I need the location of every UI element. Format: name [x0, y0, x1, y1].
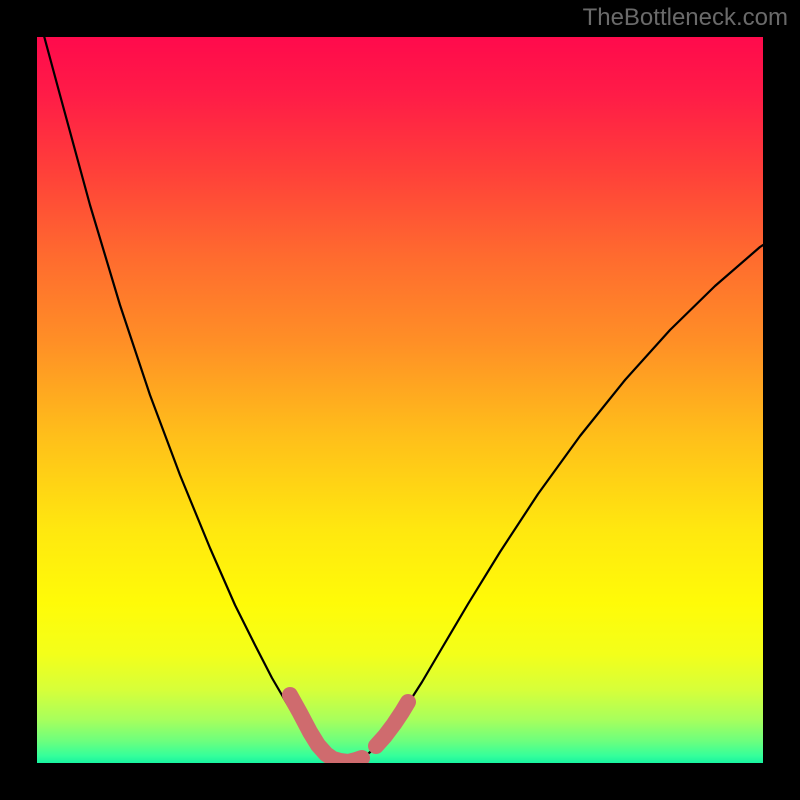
bottleneck-curve-chart [0, 0, 800, 800]
plot-area [37, 10, 763, 763]
watermark-text: TheBottleneck.com [583, 4, 788, 32]
gradient-background [37, 37, 763, 763]
chart-container: TheBottleneck.com [0, 0, 800, 800]
